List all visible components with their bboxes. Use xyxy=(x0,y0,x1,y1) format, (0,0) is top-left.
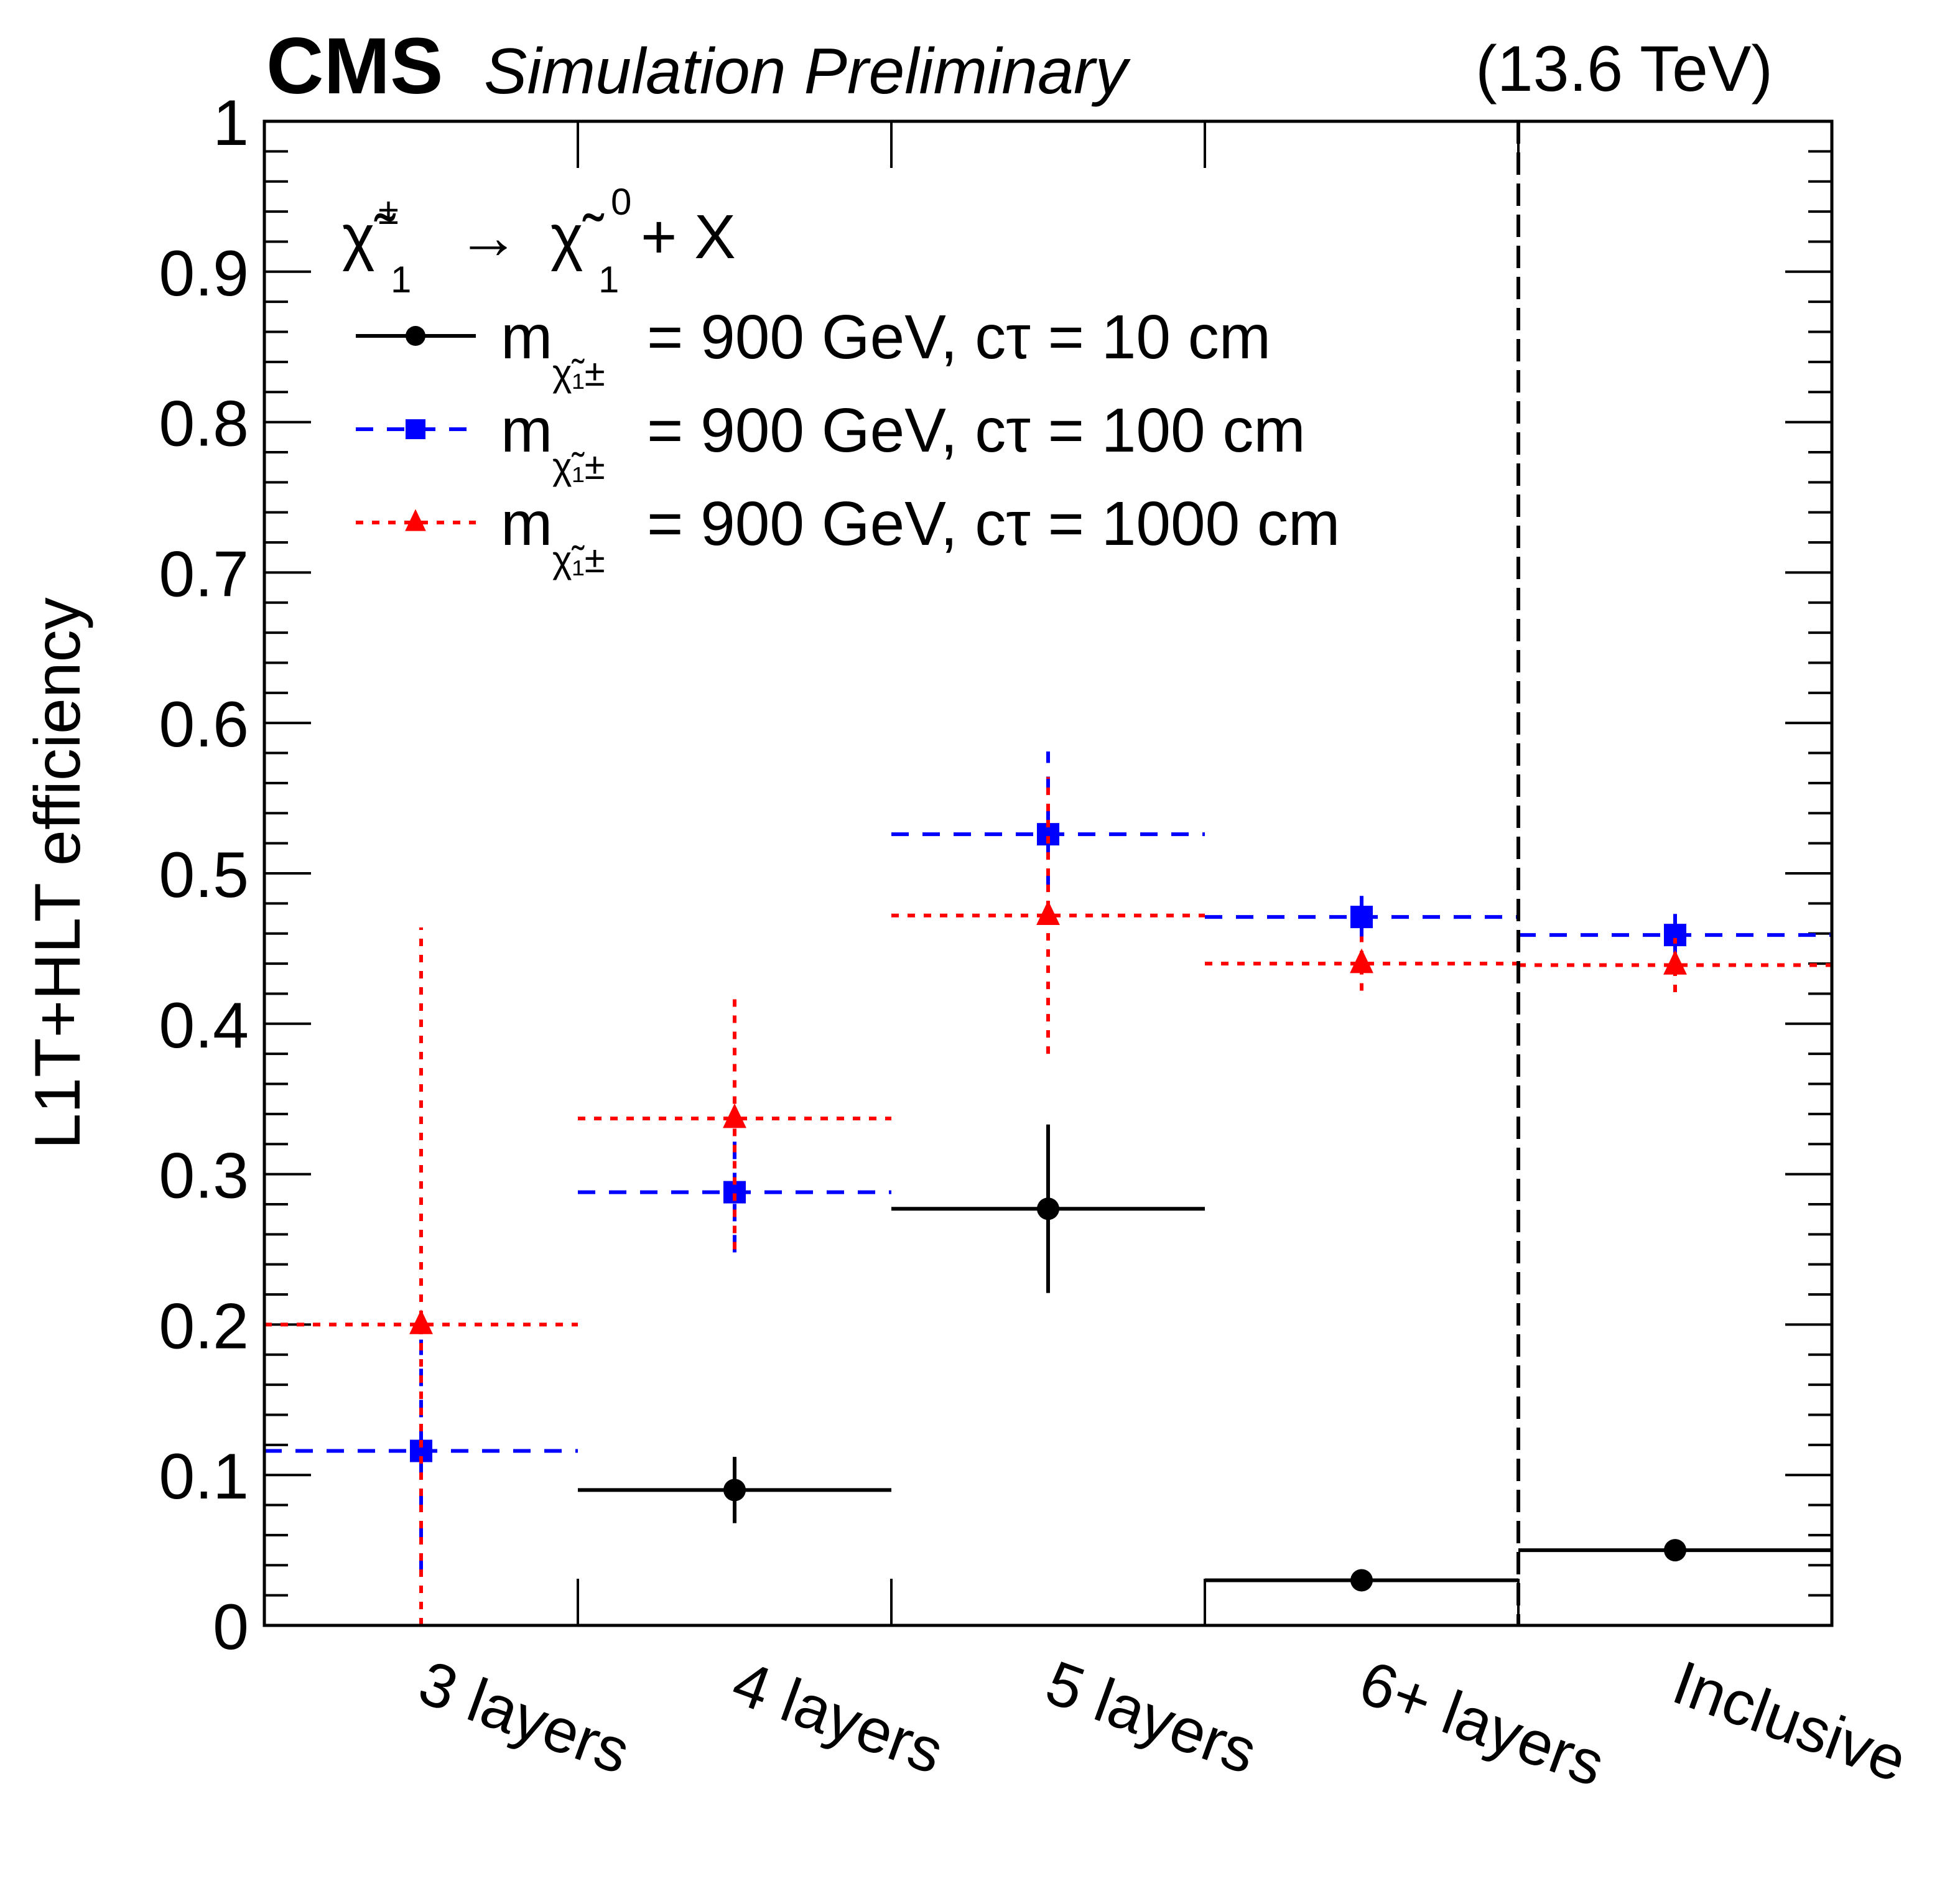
legend-entry: mχ̃₁± = 900 GeV, cτ = 10 cm xyxy=(356,302,1271,394)
legend-label-text: = 900 GeV, cτ = 10 cm xyxy=(647,302,1271,372)
y-tick-label: 0.9 xyxy=(159,238,249,310)
legend-header-sup1: ± xyxy=(378,190,399,232)
legend-header-rest: + X xyxy=(641,202,736,272)
data-point-circle xyxy=(1664,1539,1686,1562)
x-tick-labels: 3 layers 4 layers 5 layers 6+ layers Inclusi… xyxy=(410,1647,1915,1800)
y-axis-title: L1T+HLT efficiency xyxy=(22,597,94,1149)
x-category-label: 6+ layers xyxy=(1350,1647,1613,1800)
data-point-triangle xyxy=(723,1103,746,1128)
legend-label-subscript: χ̃₁± xyxy=(552,445,605,487)
x-category-label: Inclusive xyxy=(1664,1647,1915,1795)
data-point-circle xyxy=(1350,1569,1373,1592)
data-point-triangle xyxy=(1036,900,1060,926)
legend-header-sup2: 0 xyxy=(611,181,631,223)
energy-label: (13.6 TeV) xyxy=(1475,33,1773,105)
series-2 xyxy=(264,777,1832,1625)
axis-ticks xyxy=(264,120,1832,1627)
data-point-circle xyxy=(1037,1197,1059,1220)
legend-header: χ̃ 1 ± → χ̃ 1 0 + X xyxy=(342,181,736,300)
y-tick-label: 0 xyxy=(213,1591,249,1663)
y-tick-label: 0.4 xyxy=(159,990,249,1062)
legend-header-arrow: → xyxy=(457,202,519,272)
y-tick-labels: 0 0.1 0.2 0.3 0.4 0.5 0.6 0.7 0.8 0.9 1 xyxy=(159,87,249,1663)
y-tick-label: 0.7 xyxy=(159,538,249,610)
x-category-label: 5 layers xyxy=(1037,1647,1265,1787)
legend-label-subscript: χ̃₁± xyxy=(552,539,605,580)
x-category-label: 4 layers xyxy=(723,1647,952,1787)
y-tick-label: 1 xyxy=(213,87,249,159)
data-point-square xyxy=(1350,906,1373,929)
legend-label-text: = 900 GeV, cτ = 100 cm xyxy=(647,396,1306,465)
plot-frame xyxy=(262,119,1834,1627)
y-tick-label: 0.1 xyxy=(159,1441,249,1513)
legend-header-sub2: 1 xyxy=(598,259,619,300)
y-tick-label: 0.8 xyxy=(159,388,249,460)
y-tick-label: 0.3 xyxy=(159,1140,249,1212)
data-point-triangle xyxy=(409,1309,433,1334)
data-point-circle xyxy=(723,1479,746,1502)
legend-entry: mχ̃₁± = 900 GeV, cτ = 100 cm xyxy=(356,396,1306,487)
y-tick-label: 0.2 xyxy=(159,1290,249,1362)
series-0 xyxy=(578,1124,1832,1592)
legend-label-prefix: m xyxy=(501,489,552,559)
legend-label-subscript: χ̃₁± xyxy=(552,352,605,394)
legend-label-prefix: m xyxy=(501,396,552,465)
y-tick-label: 0.5 xyxy=(159,839,249,911)
legend-header-sub1: 1 xyxy=(391,259,411,300)
legend-entry: mχ̃₁± = 900 GeV, cτ = 1000 cm xyxy=(356,489,1340,580)
simulation-preliminary-label: Simulation Preliminary xyxy=(484,35,1131,108)
legend-label-text: = 900 GeV, cτ = 1000 cm xyxy=(647,489,1340,559)
data-point-triangle xyxy=(1350,948,1373,973)
legend-marker-square xyxy=(406,419,425,439)
legend-marker-circle xyxy=(406,326,425,346)
legend-marker-triangle xyxy=(405,509,426,531)
legend-header-chi2: χ̃ xyxy=(550,202,604,272)
x-category-label: 3 layers xyxy=(410,1647,638,1787)
y-tick-label: 0.6 xyxy=(159,689,249,761)
data-point-triangle xyxy=(1663,950,1687,975)
cms-label: CMS xyxy=(266,22,443,111)
series-layer xyxy=(264,751,1832,1625)
legend: χ̃ 1 ± → χ̃ 1 0 + X mχ̃₁±= 900 GeV, cτ =… xyxy=(342,181,1340,580)
legend-label-prefix: m xyxy=(501,302,552,372)
